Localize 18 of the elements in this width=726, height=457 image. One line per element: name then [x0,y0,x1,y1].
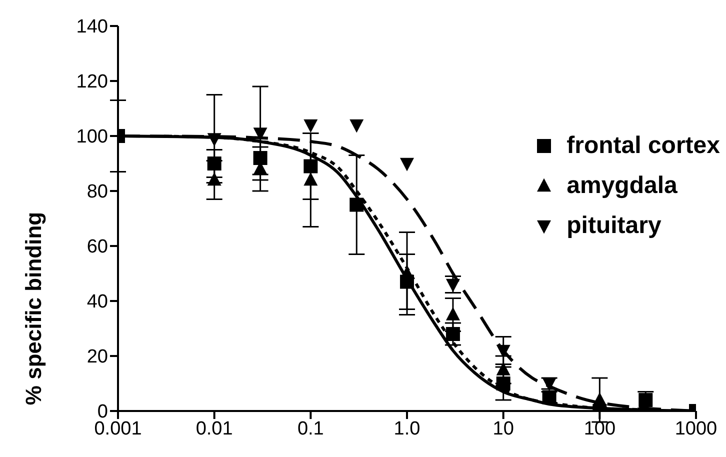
legend-label: frontal cortex [566,132,720,160]
x-tick-label: 1.0 [394,418,420,440]
y-tick-label: 20 [86,346,108,368]
x-tick-label: 0.01 [196,418,233,440]
x-tick-label: 0.001 [94,418,142,440]
x-tick-label: 0.1 [297,418,324,440]
y-tick-label: 60 [86,236,108,258]
legend-label: amygdala [566,172,678,200]
x-tick-label: 1000 [674,418,718,440]
x-tick-label: 10 [492,418,514,440]
y-tick-label: 80 [86,182,108,203]
y-axis-title: % specific binding [20,212,46,406]
legend-label: pituitary [566,212,662,240]
y-tick-label: 40 [86,292,108,313]
y-tick-label: 120 [76,72,108,93]
x-tick-label: 100 [584,418,616,440]
y-tick-label: 140 [76,16,108,38]
y-tick-label: 100 [76,126,108,148]
